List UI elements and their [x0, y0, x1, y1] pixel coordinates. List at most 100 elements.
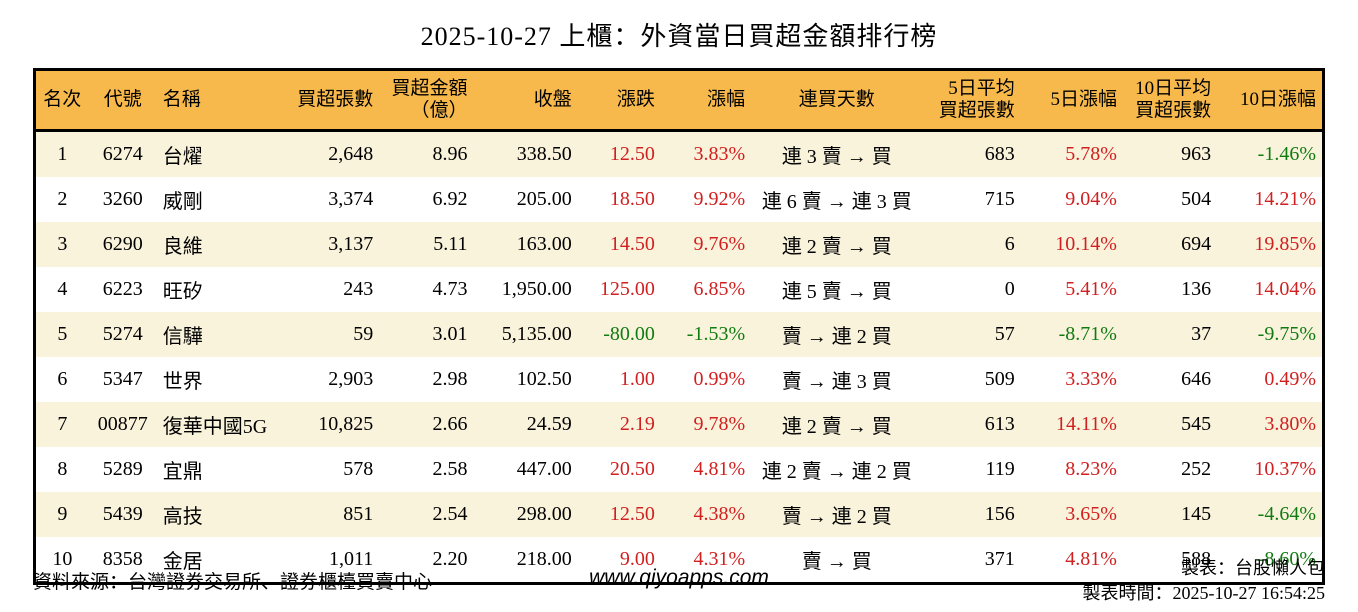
table-cell: 578 — [343, 458, 374, 480]
table-cell: 2.98 — [432, 368, 468, 390]
maker-note: 製表：台股懶人包 製表時間：2025-10-27 16:54:25 — [1083, 556, 1326, 606]
table-cell: -4.64% — [1257, 503, 1316, 525]
table-cell: 9.92% — [693, 188, 746, 210]
table-cell: 205.00 — [516, 188, 572, 210]
table-cell: 5274 — [102, 323, 143, 345]
table-cell: 5439 — [102, 503, 143, 525]
table-cell: 0.99% — [693, 368, 746, 390]
column-header: 名稱 — [156, 69, 290, 132]
table-cell: 125.00 — [599, 278, 655, 300]
table-cell: 509 — [984, 368, 1015, 390]
table-cell: 5.78% — [1065, 143, 1117, 165]
table-cell: 4.81% — [1065, 548, 1117, 570]
column-header: 代號 — [88, 69, 157, 132]
table-cell: 1.00 — [619, 368, 655, 390]
column-header: 買超金額 （億） — [381, 69, 478, 132]
table-cell: 威剛 — [162, 191, 203, 213]
table-cell: -1.46% — [1257, 143, 1316, 165]
table-cell: 旺矽 — [162, 281, 203, 303]
table-cell: 694 — [1181, 233, 1212, 255]
table-cell: 504 — [1181, 188, 1212, 210]
table-cell: -9.75% — [1257, 323, 1316, 345]
table-cell: 5.41% — [1065, 278, 1117, 300]
table-cell: -80.00 — [603, 323, 655, 345]
table-cell: 6.92 — [432, 188, 468, 210]
table-cell: 4.31% — [693, 548, 746, 570]
table-cell: 8 — [57, 458, 68, 480]
table-cell: 119 — [985, 458, 1015, 480]
table-cell: 宜鼎 — [162, 461, 203, 483]
table-row: 3 6290 良維 3,137 5.11 163.00 14.50 9.76% 連 2 賣 → … — [34, 222, 1324, 267]
table-cell: 218.00 — [516, 548, 572, 570]
table-cell: 963 — [1181, 143, 1212, 165]
table-cell: 57 — [994, 323, 1015, 345]
table-cell: 賣 → 連 2 買 — [781, 506, 892, 528]
table-cell: 5 — [57, 323, 68, 345]
column-header: 漲幅 — [662, 69, 754, 132]
table-cell: 賣 → 連 2 買 — [781, 326, 892, 348]
table-cell: 世界 — [162, 371, 203, 393]
table-cell: 良維 — [162, 236, 203, 258]
table-cell: 6 — [1004, 233, 1015, 255]
table-cell: 5347 — [102, 368, 143, 390]
table-cell: 3,374 — [328, 188, 374, 210]
table-cell: -8.60% — [1257, 548, 1316, 570]
column-header: 名次 — [34, 69, 89, 132]
table-cell: 545 — [1181, 413, 1212, 435]
table-cell: 連 2 賣 → 連 2 買 — [761, 461, 912, 483]
table-cell: 1,011 — [329, 548, 374, 570]
table-cell: 10,825 — [318, 413, 374, 435]
table-cell: 4 — [57, 278, 68, 300]
table-cell: 1 — [57, 143, 68, 165]
table-cell: 4.81% — [693, 458, 746, 480]
column-header: 收盤 — [477, 69, 580, 132]
table-cell: 2.19 — [619, 413, 655, 435]
table-cell: 0.49% — [1264, 368, 1316, 390]
table-cell: 14.21% — [1254, 188, 1316, 210]
table-cell: 3 — [57, 233, 68, 255]
table-cell: 3,137 — [328, 233, 374, 255]
column-header: 買超張數 — [289, 69, 382, 132]
table-cell: -1.53% — [686, 323, 746, 345]
table-cell: 2 — [57, 188, 68, 210]
table-cell: 5.11 — [433, 233, 468, 255]
maker-name: 製表：台股懶人包 — [1181, 558, 1325, 578]
table-cell: 賣 → 買 — [801, 551, 872, 573]
table-cell: 646 — [1181, 368, 1212, 390]
table-cell: 59 — [353, 323, 374, 345]
table-cell: 賣 → 連 3 買 — [781, 371, 892, 393]
table-cell: 連 6 賣 → 連 3 買 — [761, 191, 912, 213]
table-cell: 8.96 — [432, 143, 468, 165]
table-row: 5 5274 信驊 59 3.01 5,135.00 -80.00 -1.53% 賣 → 連 2… — [34, 312, 1324, 357]
table-cell: 371 — [984, 548, 1015, 570]
table-cell: 8.23% — [1065, 458, 1117, 480]
table-cell: 復華中國5G — [162, 416, 268, 438]
table-cell: 6290 — [102, 233, 143, 255]
table-cell: 3260 — [102, 188, 143, 210]
table-cell: 145 — [1181, 503, 1212, 525]
table-cell: 3.33% — [1065, 368, 1117, 390]
table-cell: 102.50 — [516, 368, 572, 390]
maker-timestamp: 製表時間：2025-10-27 16:54:25 — [1082, 583, 1326, 603]
table-cell: 連 2 賣 → 買 — [781, 236, 892, 258]
table-cell: 613 — [984, 413, 1015, 435]
table-header-row: 名次 代號 名稱 買超張數 買超金額 （億） 收盤 漲跌 漲幅 連買天數 5日平均 買超張數 5日漲… — [34, 69, 1324, 132]
column-header: 5日漲幅 — [1022, 69, 1123, 132]
table-cell: 連 5 賣 → 買 — [781, 281, 892, 303]
table-cell: 9.78% — [693, 413, 746, 435]
column-header: 10日漲幅 — [1219, 69, 1324, 132]
table-cell: 163.00 — [516, 233, 572, 255]
table-cell: 6274 — [102, 143, 143, 165]
table-row: 7 00877 復華中國5G 10,825 2.66 24.59 2.19 9.78% 連 2 … — [34, 402, 1324, 447]
table-cell: 2.54 — [432, 503, 468, 525]
table-cell: 20.50 — [609, 458, 655, 480]
table-row: 2 3260 威剛 3,374 6.92 205.00 18.50 9.92% 連 6 賣 → … — [35, 177, 1324, 222]
table-row: 9 5439 高技 851 2.54 298.00 12.50 4.38% 賣 → 連 2 買 1… — [34, 492, 1324, 537]
table-cell: 3.01 — [432, 323, 468, 345]
column-header: 漲跌 — [579, 69, 663, 132]
table-cell: 851 — [343, 503, 374, 525]
table-row: 10 8358 金居 1,011 2.20 218.00 9.00 4.31% 賣 → 買 371… — [35, 537, 1324, 584]
table-cell: 9.76% — [693, 233, 746, 255]
column-header: 10日平均 買超張數 — [1122, 69, 1220, 132]
